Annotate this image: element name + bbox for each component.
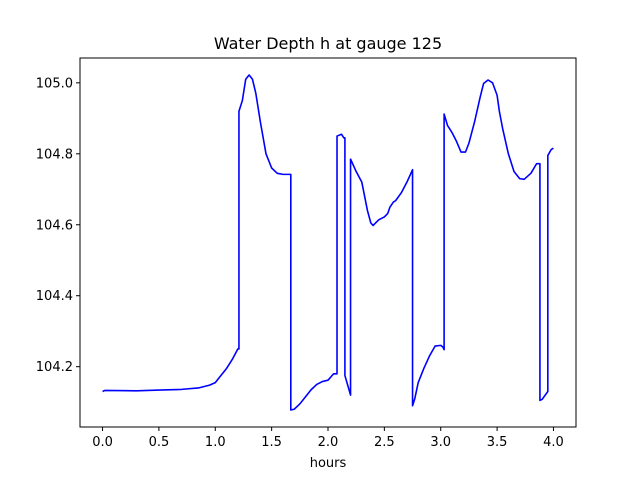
y-tick-label-3: 104.8	[36, 147, 73, 162]
series-line-0	[102, 74, 554, 411]
chart-title: Water Depth h at gauge 125	[214, 34, 442, 53]
x-tick-label-3: 1.5	[261, 435, 282, 450]
y-tick-label-2: 104.6	[36, 218, 73, 233]
x-axis-label: hours	[310, 456, 347, 471]
x-tick-label-1: 0.5	[149, 435, 170, 450]
x-axis: 0.0 0.5 1.0 1.5 2.0 2.5 3.0 3.5 4.0	[92, 427, 564, 450]
x-tick-label-0: 0.0	[92, 435, 113, 450]
y-tick-label-4: 105.0	[36, 76, 73, 91]
y-axis: 104.2 104.4 104.6 104.8 105.0	[36, 76, 80, 375]
x-tick-label-8: 4.0	[543, 435, 564, 450]
x-tick-label-6: 3.0	[430, 435, 451, 450]
x-tick-label-2: 1.0	[205, 435, 226, 450]
x-tick-label-7: 3.5	[487, 435, 508, 450]
y-tick-label-1: 104.4	[36, 289, 73, 304]
y-tick-label-0: 104.2	[36, 360, 73, 375]
series-group	[102, 74, 554, 411]
x-tick-label-4: 2.0	[318, 435, 339, 450]
x-tick-label-5: 2.5	[374, 435, 395, 450]
